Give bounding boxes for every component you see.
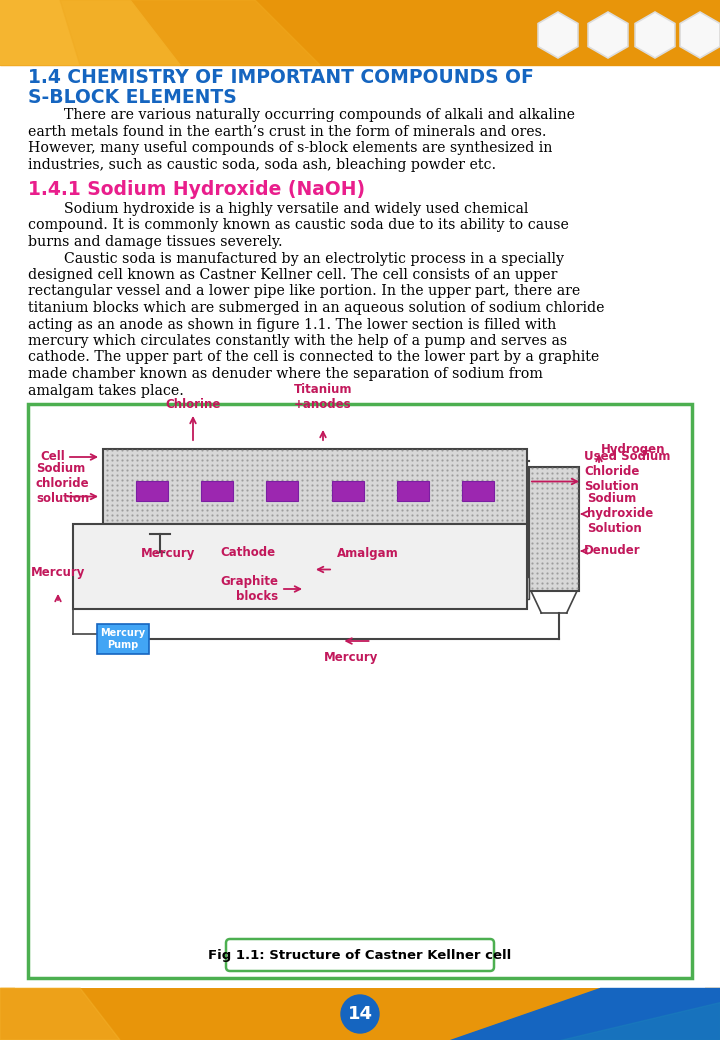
Text: made chamber known as denuder where the separation of sodium from: made chamber known as denuder where the … — [28, 367, 543, 381]
Text: Chlorine: Chlorine — [166, 398, 221, 411]
Bar — [202, 480, 233, 500]
Text: Sodium hydroxide is a highly versatile and widely used chemical: Sodium hydroxide is a highly versatile a… — [28, 202, 528, 216]
Text: Sodium
hydroxide
Solution: Sodium hydroxide Solution — [587, 493, 653, 536]
Text: 14: 14 — [348, 1005, 372, 1023]
Bar — [462, 480, 494, 500]
Circle shape — [341, 995, 379, 1033]
Text: Mercury: Mercury — [141, 546, 195, 560]
Bar — [0, 0, 720, 64]
Bar — [136, 480, 168, 500]
Text: rectangular vessel and a lower pipe like portion. In the upper part, there are: rectangular vessel and a lower pipe like… — [28, 285, 580, 298]
Polygon shape — [560, 1002, 720, 1040]
Text: Denuder: Denuder — [584, 545, 641, 557]
Bar — [28, 404, 692, 978]
Polygon shape — [450, 988, 720, 1040]
Text: Mercury: Mercury — [31, 566, 85, 579]
Text: Graphite
blocks: Graphite blocks — [220, 575, 278, 603]
Bar — [15, 68, 705, 988]
Bar — [397, 480, 428, 500]
Text: Mercury: Mercury — [324, 651, 379, 664]
Bar — [97, 624, 149, 654]
Text: mercury which circulates constantly with the help of a pump and serves as: mercury which circulates constantly with… — [28, 334, 567, 348]
Text: amalgam takes place.: amalgam takes place. — [28, 384, 184, 397]
Text: There are various naturally occurring compounds of alkali and alkaline: There are various naturally occurring co… — [28, 108, 575, 122]
Bar — [529, 467, 579, 591]
Text: Caustic soda is manufactured by an electrolytic process in a specially: Caustic soda is manufactured by an elect… — [28, 252, 564, 265]
Text: Cell: Cell — [40, 450, 65, 464]
Text: 1.4.1 Sodium Hydroxide (NaOH): 1.4.1 Sodium Hydroxide (NaOH) — [28, 180, 365, 199]
Bar — [103, 449, 527, 524]
Text: earth metals found in the earth’s crust in the form of minerals and ores.: earth metals found in the earth’s crust … — [28, 125, 546, 138]
Text: burns and damage tissues severely.: burns and damage tissues severely. — [28, 235, 283, 249]
Text: Cathode: Cathode — [220, 546, 276, 560]
Polygon shape — [60, 0, 320, 64]
Text: S-BLOCK ELEMENTS: S-BLOCK ELEMENTS — [28, 88, 237, 107]
Text: acting as an anode as shown in figure 1.1. The lower section is filled with: acting as an anode as shown in figure 1.… — [28, 317, 557, 332]
Polygon shape — [0, 0, 180, 64]
Text: industries, such as caustic soda, soda ash, bleaching powder etc.: industries, such as caustic soda, soda a… — [28, 157, 496, 172]
Bar — [266, 480, 298, 500]
Text: titanium blocks which are submerged in an aqueous solution of sodium chloride: titanium blocks which are submerged in a… — [28, 301, 605, 315]
Text: Fig 1.1: Structure of Castner Kellner cell: Fig 1.1: Structure of Castner Kellner ce… — [208, 948, 512, 962]
Polygon shape — [0, 988, 120, 1040]
FancyBboxPatch shape — [226, 939, 494, 971]
Text: cathode. The upper part of the cell is connected to the lower part by a graphite: cathode. The upper part of the cell is c… — [28, 350, 599, 364]
Text: Mercury
Pump: Mercury Pump — [100, 628, 145, 650]
Text: 1.4 CHEMISTRY OF IMPORTANT COMPOUNDS OF: 1.4 CHEMISTRY OF IMPORTANT COMPOUNDS OF — [28, 68, 534, 87]
Bar — [527, 577, 529, 599]
Text: Sodium
chloride
solution: Sodium chloride solution — [36, 462, 89, 505]
Bar — [332, 480, 364, 500]
Text: designed cell known as Castner Kellner cell. The cell consists of an upper: designed cell known as Castner Kellner c… — [28, 268, 557, 282]
Bar — [0, 988, 720, 1040]
Text: Titanium
+anodes: Titanium +anodes — [294, 383, 352, 411]
Bar — [73, 524, 527, 609]
Text: compound. It is commonly known as caustic soda due to its ability to cause: compound. It is commonly known as causti… — [28, 218, 569, 233]
Text: Hydrogen: Hydrogen — [601, 442, 665, 456]
Text: Used Sodium
Chloride
Solution: Used Sodium Chloride Solution — [584, 450, 670, 493]
Text: However, many useful compounds of s-block elements are synthesized in: However, many useful compounds of s-bloc… — [28, 141, 552, 155]
Text: Amalgam: Amalgam — [337, 546, 399, 560]
